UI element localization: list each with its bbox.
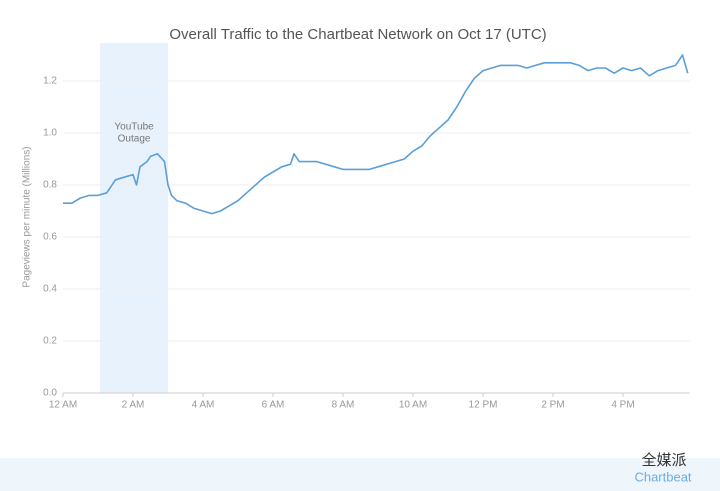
footer-band [0, 458, 720, 491]
y-tick-label: 1.2 [43, 76, 57, 87]
x-tick-label: 2 AM [122, 400, 145, 411]
y-axis-label: Pageviews per minute (Millions) [22, 146, 33, 287]
x-tick-label: 8 AM [332, 400, 355, 411]
x-tick-label: 6 AM [262, 400, 285, 411]
line-series [63, 54, 689, 215]
x-tick-label: 2 PM [541, 400, 564, 411]
x-tick-label: 12 AM [49, 400, 77, 411]
watermark: 全媒派 [641, 451, 686, 469]
y-tick-label: 0.6 [43, 232, 57, 243]
chart-title: Overall Traffic to the Chartbeat Network… [169, 26, 546, 43]
y-tick-label: 0.4 [43, 284, 57, 295]
y-tick-label: 0.0 [43, 388, 57, 399]
y-tick-label: 0.8 [43, 180, 57, 191]
annotation-text: YouTube [114, 122, 154, 133]
y-tick-label: 1.0 [43, 128, 57, 139]
x-tick-label: 4 PM [611, 400, 634, 411]
x-tick-label: 4 AM [192, 400, 215, 411]
watermark: Chartbeat [634, 469, 691, 484]
annotation-band [100, 43, 168, 393]
annotation-text: Outage [118, 134, 151, 145]
x-tick-label: 10 AM [399, 400, 427, 411]
y-tick-label: 0.2 [43, 336, 57, 347]
x-tick-label: 12 PM [469, 400, 498, 411]
